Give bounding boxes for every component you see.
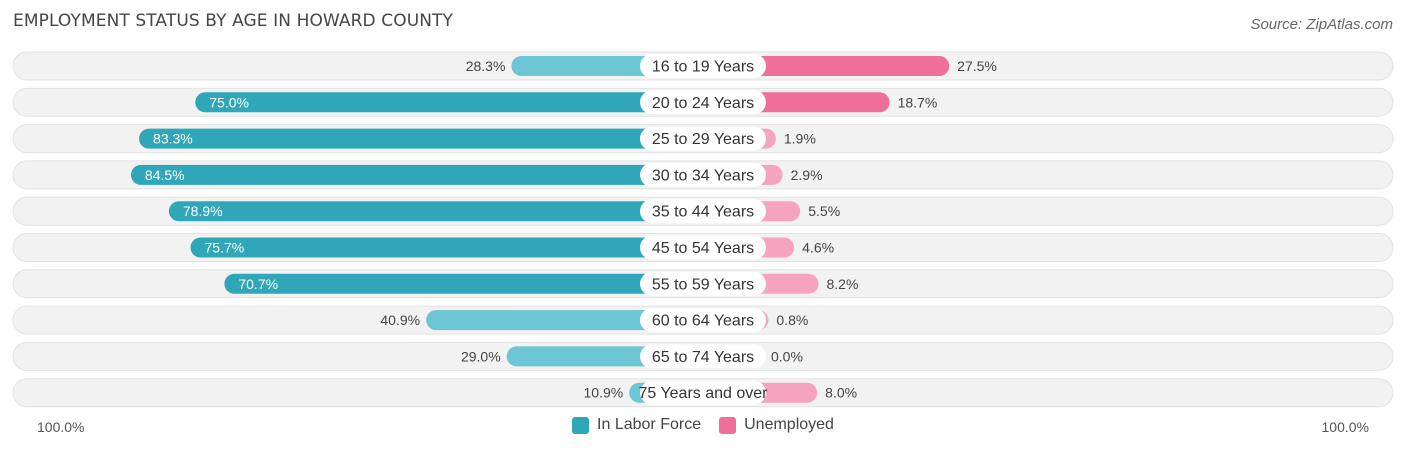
- legend-item-unemployed: Unemployed: [719, 416, 834, 434]
- legend-label-unemployed: Unemployed: [744, 416, 834, 433]
- legend-item-labor: In Labor Force: [572, 416, 701, 434]
- category-label: 45 to 54 Years: [652, 240, 754, 257]
- axis-left-label: 100.0%: [37, 419, 85, 435]
- value-label-labor-force: 10.9%: [584, 385, 624, 401]
- value-label-unemployed: 0.8%: [776, 312, 808, 328]
- category-label-bg: [640, 199, 766, 224]
- category-label: 16 to 19 Years: [652, 59, 754, 76]
- value-label-labor-force: 28.3%: [466, 58, 506, 74]
- category-label: 60 to 64 Years: [652, 313, 754, 330]
- category-label-bg: [640, 90, 766, 115]
- category-label: 55 to 59 Years: [652, 276, 754, 293]
- value-label-labor-force: 84.5%: [145, 167, 185, 183]
- category-label: 35 to 44 Years: [652, 204, 754, 221]
- legend: In Labor Force Unemployed: [0, 416, 1406, 434]
- value-label-labor-force: 83.3%: [153, 131, 193, 147]
- category-label: 75 Years and over: [639, 385, 769, 402]
- axis-right-label: 100.0%: [1321, 419, 1369, 435]
- value-label-labor-force: 29.0%: [461, 348, 501, 364]
- value-label-labor-force: 78.9%: [183, 203, 223, 219]
- category-label-bg: [640, 380, 766, 405]
- category-label: 25 to 29 Years: [652, 131, 754, 148]
- category-label-bg: [640, 308, 766, 333]
- value-label-unemployed: 18.7%: [898, 94, 938, 110]
- category-label-bg: [640, 126, 766, 151]
- bar-labor-force: [130, 164, 703, 185]
- bar-labor-force: [195, 92, 703, 113]
- value-label-labor-force: 40.9%: [380, 312, 420, 328]
- category-label: 30 to 34 Years: [652, 167, 754, 184]
- bar-labor-force: [139, 128, 703, 149]
- category-label-bg: [640, 54, 766, 78]
- category-label-bg: [640, 162, 766, 187]
- category-label-bg: [640, 235, 766, 260]
- value-label-unemployed: 8.2%: [827, 276, 859, 292]
- value-label-unemployed: 1.9%: [784, 131, 816, 147]
- value-label-unemployed: 2.9%: [791, 167, 823, 183]
- legend-label-labor: In Labor Force: [597, 416, 702, 433]
- value-label-unemployed: 5.5%: [808, 203, 840, 219]
- chart-title: EMPLOYMENT STATUS BY AGE IN HOWARD COUNT…: [13, 11, 454, 31]
- bar-labor-force: [168, 201, 704, 222]
- value-label-labor-force: 75.7%: [205, 240, 245, 256]
- value-label-labor-force: 75.0%: [209, 94, 249, 110]
- category-label: 65 to 74 Years: [652, 349, 754, 366]
- value-label-unemployed: 8.0%: [825, 385, 857, 401]
- category-label: 20 to 24 Years: [652, 95, 754, 112]
- bar-labor-force: [224, 273, 703, 294]
- bar-labor-force: [190, 237, 704, 258]
- value-label-labor-force: 70.7%: [238, 276, 278, 292]
- value-label-unemployed: 4.6%: [802, 240, 834, 256]
- source-label: Source: ZipAtlas.com: [1250, 16, 1393, 33]
- value-label-unemployed: 27.5%: [957, 58, 997, 74]
- category-label-bg: [640, 271, 766, 296]
- category-label-bg: [640, 344, 766, 369]
- bar-labor-force: [426, 310, 703, 331]
- legend-swatch-unemployed: [719, 416, 737, 434]
- value-label-unemployed: 0.0%: [771, 348, 803, 364]
- legend-swatch-labor: [572, 416, 590, 434]
